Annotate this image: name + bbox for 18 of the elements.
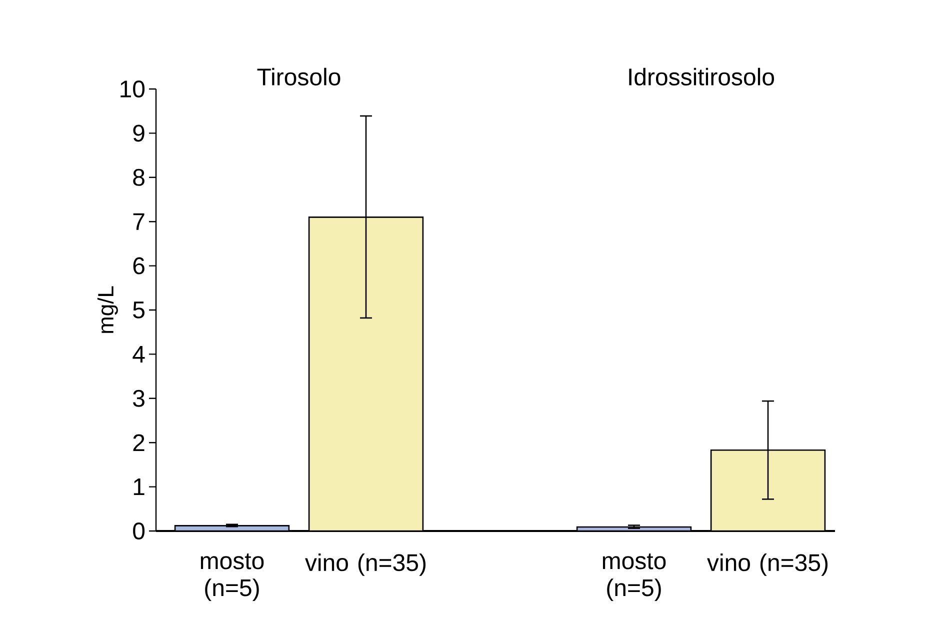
- y-tick-label: 3: [133, 390, 144, 407]
- y-tick-label: 1: [134, 478, 144, 496]
- x-tick-label: vino (n=35): [707, 554, 828, 576]
- y-tick-label: 2: [133, 434, 144, 451]
- y-tick-label: 6: [133, 257, 144, 274]
- y-tick-label: 0: [133, 522, 145, 540]
- y-tick-label: 4: [132, 346, 145, 362]
- x-tick-label: vino (n=35): [305, 554, 426, 576]
- text: Tirosolo: [257, 68, 340, 86]
- y-tick-label: 9: [133, 124, 144, 142]
- y-axis-title: mg/L: [97, 286, 118, 333]
- y-tick-label: 8: [133, 168, 144, 186]
- x-tick-label: mosto (n=5): [200, 554, 264, 602]
- text: Idrossitirosolo: [629, 68, 774, 86]
- x-tick-label: mosto (n=5): [602, 554, 666, 602]
- y-tick-label: 7: [133, 213, 144, 230]
- y-tick-label: 10: [120, 80, 145, 98]
- y-tick-label: 5: [133, 302, 144, 318]
